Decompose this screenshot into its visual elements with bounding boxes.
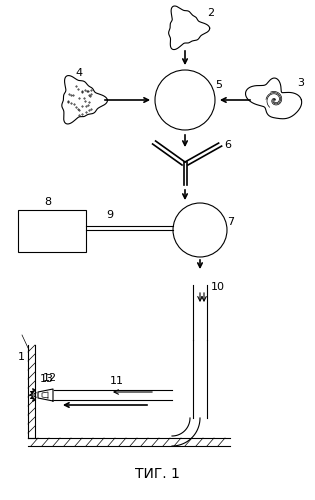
- Text: ΤИГ. 1: ΤИГ. 1: [135, 467, 180, 481]
- Text: 12: 12: [43, 373, 57, 383]
- Text: 1: 1: [18, 352, 25, 362]
- Text: 5: 5: [215, 80, 222, 90]
- Polygon shape: [42, 392, 48, 398]
- Text: 13: 13: [40, 374, 54, 384]
- Bar: [18, 210, 86, 252]
- Text: 10: 10: [211, 282, 225, 292]
- Text: 2: 2: [207, 8, 214, 18]
- Text: 3: 3: [297, 78, 304, 88]
- Text: 9: 9: [106, 210, 113, 220]
- Text: 7: 7: [227, 217, 234, 227]
- Text: 4: 4: [75, 68, 82, 78]
- Text: 11: 11: [110, 376, 124, 386]
- Text: 6: 6: [225, 140, 232, 150]
- Text: 8: 8: [44, 197, 51, 207]
- Polygon shape: [38, 389, 53, 401]
